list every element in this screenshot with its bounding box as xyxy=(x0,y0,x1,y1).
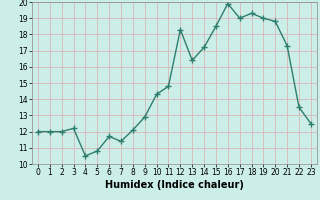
X-axis label: Humidex (Indice chaleur): Humidex (Indice chaleur) xyxy=(105,180,244,190)
